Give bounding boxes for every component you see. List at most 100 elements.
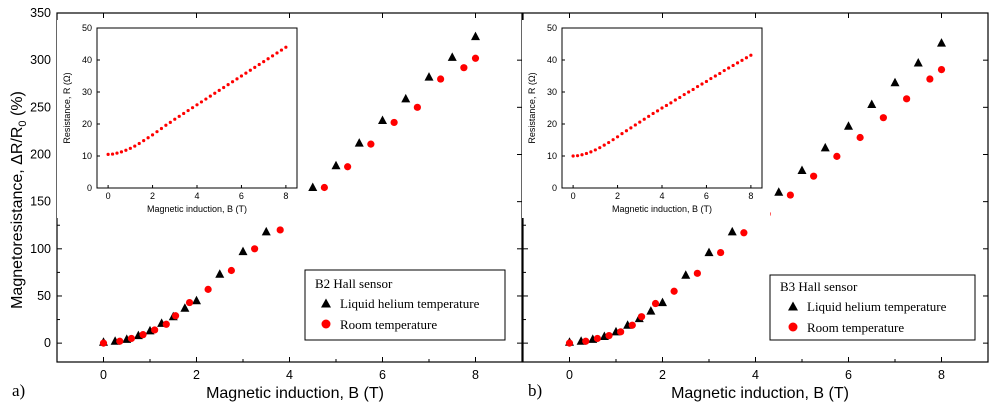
panel-a-room-temp-point <box>99 339 108 347</box>
panel-b-room-temp-point <box>605 331 613 340</box>
panel-b-inset-point <box>727 66 731 70</box>
panel-a-inset-x-tick-label: 2 <box>150 191 155 201</box>
panel-b-label: b) <box>528 381 542 400</box>
panel-b-x-tick-label: 0 <box>566 368 573 382</box>
panel-a-inset-point <box>173 117 177 121</box>
panel-a-inset-point <box>124 148 128 152</box>
panel-a-inset-x-tick-label: 6 <box>239 191 244 201</box>
panel-a-room-temp-point <box>139 331 147 339</box>
panel-b-liquid-helium-point <box>844 121 853 130</box>
panel-b-room-temp-point <box>593 334 602 343</box>
panel-b-room-temp-point <box>903 95 911 103</box>
panel-a-inset-point <box>275 51 279 55</box>
panel-a-liquid-helium-point <box>447 52 457 61</box>
panel-a-liquid-helium-point <box>354 138 364 147</box>
panel-b-room-temp-point <box>937 65 946 74</box>
panel-b-room-temp-point <box>617 328 625 336</box>
panel-a-liquid-helium-point <box>180 303 190 312</box>
panel-b-room-temp-point <box>810 172 818 180</box>
panel-a-inset-point <box>195 103 199 107</box>
panel-a-legend-triangle-marker <box>321 298 331 308</box>
panel-b-liquid-helium-point <box>681 270 691 279</box>
panel-b-inset-point <box>593 148 597 152</box>
panel-b-inset-x-tick-label: 6 <box>704 191 709 201</box>
panel-b-inset-point <box>589 150 593 154</box>
panel-b-room-temp-point <box>651 299 660 308</box>
panel-b-inset-point <box>687 90 691 94</box>
panel-a-x-tick-label: 6 <box>379 368 386 382</box>
panel-b-x-tick-label: 2 <box>659 368 666 382</box>
panel-b-liquid-helium-point <box>646 306 656 315</box>
panel-b-room-temp-point <box>786 191 794 199</box>
panel-b-liquid-helium-point <box>913 57 923 67</box>
panel-b-room-temp-point <box>856 133 864 142</box>
panel-a-liquid-helium-point <box>401 93 411 103</box>
panel-a-room-temp-point <box>460 64 468 72</box>
panel-b-inset-point <box>615 135 620 139</box>
panel-b-liquid-helium-point <box>937 38 946 47</box>
panel-b-inset-point <box>673 98 677 102</box>
panel-a-inset-x-tick-label: 0 <box>106 191 111 201</box>
panel-b-inset-point <box>740 58 744 62</box>
panel-a-x-tick-label: 0 <box>100 368 107 382</box>
panel-a-inset-point <box>270 54 275 58</box>
panel-a-inset-point <box>106 152 110 156</box>
panel-b-room-temp-point <box>693 269 701 277</box>
panel-b-room-temp-point <box>879 114 887 122</box>
panel-b-inset-point <box>704 79 709 84</box>
panel-b-inset-point <box>575 154 580 158</box>
panel-b: b) Magnetic induction, B (T) 0 2 4 6 8 B3 Ha… <box>522 12 989 402</box>
panel-a-x-tick-label: 8 <box>472 368 479 382</box>
y-axis-title: Magnetoresistance, ΔR/R0 (%) <box>9 91 29 309</box>
panel-a-room-temp-point <box>151 326 159 334</box>
panel-a-liquid-helium-point <box>261 226 271 236</box>
panel-b-legend-triangle-marker <box>788 301 798 311</box>
panel-b-inset-point <box>655 109 660 113</box>
panel-a-inset-point <box>155 130 159 134</box>
panel-b-room-temp-point <box>833 152 841 160</box>
panel-a-inset-point <box>222 85 226 90</box>
panel-a-inset-point <box>199 100 204 104</box>
panel-b-liquid-helium-point <box>890 77 900 87</box>
panel-a-inset-background <box>57 20 305 218</box>
panel-a-inset-point <box>150 133 155 137</box>
panel-b-inset-point <box>629 126 633 130</box>
panel-b-x-tick-label: 4 <box>752 368 759 382</box>
panel-a-legend: B2 Hall sensor Liquid helium temperature… <box>304 269 506 341</box>
panel-a-inset-point <box>230 80 235 84</box>
panel-a-inset-point <box>146 136 150 140</box>
panel-b-inset-y-tick-label: 20 <box>547 119 557 129</box>
panel-a-y-tick-label: 150 <box>30 195 51 209</box>
panel-a-inset-point <box>235 77 239 81</box>
panel-b-inset-point <box>744 56 749 60</box>
panel-b-legend-liquid-helium: Liquid helium temperature <box>807 299 947 314</box>
panel-a-room-temp-point <box>116 337 124 345</box>
panel-b-inset-y-tick-label: 10 <box>547 151 557 161</box>
panel-a-room-temp-point <box>344 163 352 171</box>
panel-b-inset: 0 2 4 6 8 0 10 20 30 40 50 Magnetic induction, B (T… <box>522 20 770 218</box>
y-axis-title-tail: (%) <box>9 91 26 120</box>
panel-a-inset-point <box>239 74 244 78</box>
panel-b-room-temp-point <box>670 287 678 295</box>
panel-a-inset-x-title: Magnetic induction, B (T) <box>147 204 247 214</box>
panel-a-liquid-helium-point <box>215 269 225 278</box>
panel-b-liquid-helium-point <box>774 187 784 196</box>
panel-a-y-tick-label: 250 <box>30 100 51 114</box>
panel-b-inset-point <box>580 153 584 157</box>
panel-b-inset-point <box>695 84 700 89</box>
panel-b-room-temp-point <box>926 75 934 83</box>
panel-b-inset-point <box>669 101 673 105</box>
panel-b-inset-point <box>642 117 646 121</box>
panel-a-inset-point <box>159 126 164 131</box>
panel-b-inset-point <box>664 103 669 108</box>
panel-b-room-temp-point <box>740 229 748 237</box>
panel-a-inset-point <box>190 106 195 110</box>
panel-b-room-temp-point <box>637 313 646 321</box>
panel-a-inset-point <box>164 123 168 127</box>
panel-b-x-tick-label: 8 <box>938 368 945 382</box>
panel-a-room-temp-point <box>413 103 421 111</box>
panel-a-room-temp-point <box>162 320 170 328</box>
panel-b-liquid-helium-point <box>867 99 877 108</box>
panel-a: a) Magnetic induction, B (T) 0 2 4 6 8050100… <box>12 6 523 402</box>
